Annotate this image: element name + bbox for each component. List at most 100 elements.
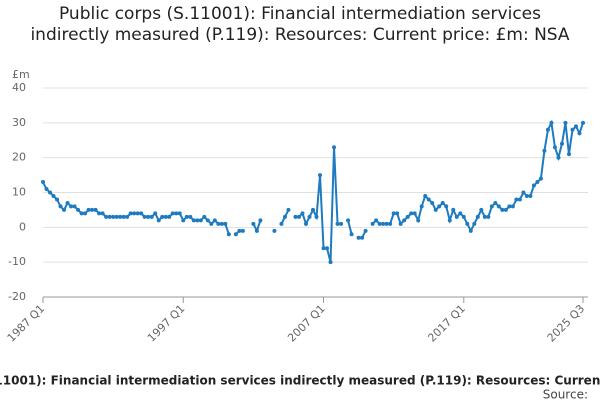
point [447, 218, 452, 223]
point [62, 207, 67, 212]
x-tick-label: 1987 Q1 [5, 302, 48, 345]
point [41, 180, 45, 185]
point [205, 218, 210, 223]
point [48, 190, 53, 195]
point [482, 214, 487, 219]
point [293, 214, 298, 219]
point [549, 120, 554, 125]
point [146, 214, 151, 219]
point [486, 214, 491, 219]
point [156, 218, 161, 223]
point [307, 214, 312, 219]
point [258, 218, 263, 223]
point [55, 197, 60, 202]
point [577, 131, 582, 136]
point [332, 145, 337, 150]
point [416, 218, 421, 223]
point [318, 173, 323, 178]
point [135, 211, 140, 216]
point [503, 207, 508, 212]
point [325, 246, 330, 251]
point [419, 204, 424, 209]
x-tick-label: 1997 Q1 [145, 302, 188, 345]
point [202, 214, 207, 219]
point [451, 207, 456, 212]
point [279, 221, 284, 226]
point [93, 207, 98, 212]
point [174, 211, 179, 216]
point [461, 214, 466, 219]
point [72, 204, 77, 209]
point [472, 221, 477, 226]
point [356, 235, 361, 240]
point [570, 127, 575, 132]
point [395, 211, 400, 216]
point [188, 214, 193, 219]
point [468, 228, 473, 233]
point [209, 221, 214, 226]
point [479, 207, 484, 212]
point [100, 211, 105, 216]
point [212, 218, 217, 223]
point [559, 141, 564, 146]
point [44, 187, 49, 192]
point [114, 214, 119, 219]
point [254, 228, 259, 233]
point [398, 221, 403, 226]
point [581, 120, 585, 125]
point [177, 211, 182, 216]
point [412, 211, 417, 216]
point [181, 218, 186, 223]
source: Source: [543, 388, 588, 400]
point [542, 148, 547, 153]
point [128, 211, 133, 216]
point [97, 211, 102, 216]
point [328, 260, 333, 265]
point [237, 228, 242, 233]
point [69, 204, 74, 209]
point [507, 204, 512, 209]
point [363, 228, 368, 233]
point [142, 214, 147, 219]
point [65, 200, 70, 205]
point [223, 221, 228, 226]
point [384, 221, 389, 226]
point [282, 214, 287, 219]
point [160, 214, 165, 219]
point [531, 183, 536, 188]
point [433, 207, 438, 212]
point [500, 207, 505, 212]
point [111, 214, 116, 219]
point [118, 214, 123, 219]
y-tick-label: -10 [8, 255, 26, 268]
point [423, 193, 428, 198]
point [496, 204, 501, 209]
point [538, 176, 543, 181]
point [405, 214, 410, 219]
point [132, 211, 137, 216]
point [296, 214, 301, 219]
point [552, 145, 557, 150]
point [377, 221, 382, 226]
point [303, 221, 308, 226]
point [556, 155, 561, 160]
point [430, 200, 435, 205]
point [86, 207, 91, 212]
point [79, 211, 84, 216]
y-tick-label: 10 [12, 186, 26, 199]
y-axis-label: £m [12, 68, 30, 81]
point [170, 211, 175, 216]
point [195, 218, 200, 223]
point [528, 193, 533, 198]
point [233, 232, 238, 237]
chart-title: Public corps (S.11001): Financial interm… [30, 4, 570, 45]
point [391, 211, 396, 216]
point [493, 200, 498, 205]
point [226, 232, 231, 237]
point [163, 214, 168, 219]
point [521, 190, 526, 195]
point [346, 218, 351, 223]
x-tick-label: 2007 Q1 [285, 302, 328, 345]
y-tick-label: 20 [12, 151, 26, 164]
